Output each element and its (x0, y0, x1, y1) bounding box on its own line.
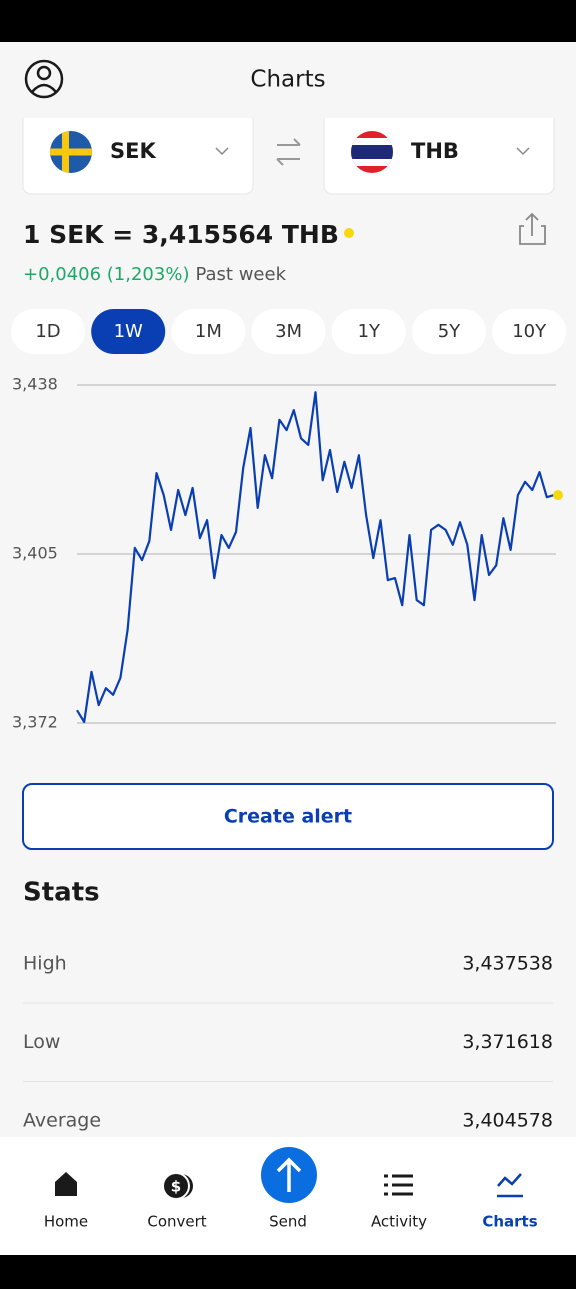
charts-icon (497, 1173, 523, 1198)
stat-label: Average (23, 1110, 101, 1132)
nav-label[interactable]: Send (269, 1213, 307, 1231)
stat-value: 3,437538 (462, 953, 553, 975)
profile-icon[interactable] (24, 59, 64, 99)
system-bar (0, 1255, 576, 1289)
range-button[interactable] (492, 309, 567, 354)
range-button[interactable] (331, 309, 406, 354)
scroll-clip (0, 100, 576, 118)
header-title: Charts (250, 67, 325, 93)
stat-value: 3,371618 (462, 1031, 553, 1053)
range-label: 3M (275, 321, 302, 342)
to-currency: THB (411, 139, 459, 163)
exchange-rate: 1 SEK = 3,415564 THB (23, 220, 339, 249)
range-label: 1W (114, 321, 143, 342)
range-label: 1M (195, 321, 222, 342)
status-bar (0, 0, 576, 42)
stat-value: 3,404578 (462, 1110, 553, 1132)
home-icon (55, 1172, 77, 1196)
range-button[interactable] (11, 309, 85, 354)
stats-list: High 3,437538 Low 3,371618 Average 3,404578 (23, 953, 553, 1132)
y-tick-label: 3,438 (12, 375, 58, 394)
nav-label[interactable]: Activity (371, 1213, 427, 1231)
nav-label[interactable]: Home (44, 1213, 88, 1231)
change-period: Past week (195, 264, 286, 285)
dropdown-arrow (215, 147, 229, 156)
dropdown-arrow (516, 147, 530, 156)
rate-line (76, 391, 555, 724)
stat-label: Low (23, 1031, 60, 1053)
nav-label[interactable]: Charts (482, 1213, 537, 1231)
last-point (553, 490, 563, 501)
convert-icon: $ (162, 1172, 193, 1200)
send-icon (276, 1157, 302, 1192)
range-label: 1D (35, 321, 60, 342)
range-label: 10Y (512, 321, 547, 342)
range-button[interactable] (412, 309, 486, 354)
rate-chart: 3,438 3,405 3,372 (12, 375, 563, 732)
range-label: 5Y (438, 321, 461, 342)
svg-text:$: $ (171, 1178, 181, 1196)
thailand-flag (351, 131, 393, 173)
nav-label[interactable]: Convert (147, 1213, 206, 1231)
range-button[interactable] (91, 309, 166, 354)
activity-icon (384, 1174, 413, 1196)
y-tick-label: 3,405 (12, 544, 58, 563)
nav-labels: Home Convert Send Activity Charts (44, 1213, 538, 1231)
from-currency: SEK (110, 139, 156, 163)
button-label: Create alert (224, 806, 352, 828)
range-label: 1Y (358, 321, 381, 342)
stat-label: High (23, 953, 67, 975)
live-indicator (344, 228, 354, 238)
stats-title: Stats (23, 878, 100, 908)
sweden-flag (50, 131, 92, 173)
range-button[interactable] (171, 309, 246, 354)
range-button[interactable] (251, 309, 326, 354)
change-value: +0,0406 (1,203%) (23, 264, 189, 285)
range-selector: 1D 1W 1M 3M 1Y 5Y 10Y (11, 309, 567, 354)
y-tick-label: 3,372 (12, 713, 58, 732)
share-icon[interactable] (519, 212, 546, 245)
create-alert-button[interactable] (22, 783, 554, 850)
swap-icon[interactable] (276, 138, 301, 166)
